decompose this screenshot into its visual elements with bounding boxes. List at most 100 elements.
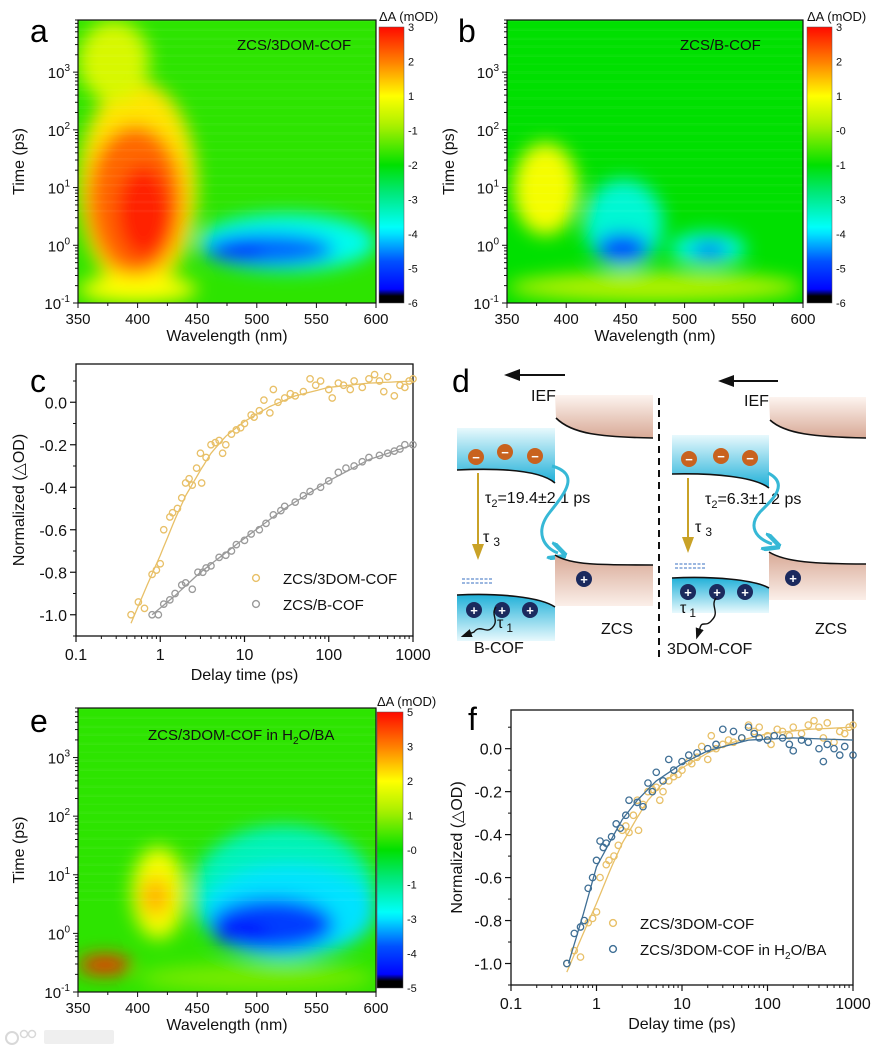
data-point bbox=[570, 929, 579, 938]
zcs-conduction-band bbox=[769, 397, 866, 438]
data-point bbox=[664, 755, 673, 764]
data-point bbox=[763, 736, 772, 744]
data-point bbox=[409, 440, 417, 449]
colorbar-tick-label: -4 bbox=[836, 229, 846, 241]
panel-f-kinetics-chart: 0.1 1 10 100 1000 0.0 -0.2 -0.4 -0.6 -0.8 -1.0 Dela… bbox=[449, 709, 871, 1033]
electron-sign: − bbox=[746, 451, 754, 466]
data-point bbox=[835, 751, 844, 759]
x-tick-label: 10 bbox=[236, 647, 254, 664]
data-point bbox=[639, 802, 647, 811]
y-tick-label: 101 bbox=[477, 179, 500, 198]
data-point bbox=[383, 449, 392, 458]
data-point bbox=[350, 377, 358, 385]
y-tick-label: -1.0 bbox=[39, 608, 67, 625]
y-tick-base: 10 bbox=[477, 65, 494, 82]
colorbar bbox=[378, 26, 405, 304]
x-tick-label: 1000 bbox=[835, 996, 871, 1013]
data-point bbox=[693, 749, 701, 757]
data-point bbox=[247, 530, 256, 538]
data-point bbox=[227, 547, 236, 555]
y-tick-base: 10 bbox=[48, 868, 65, 885]
hole-sign: + bbox=[580, 572, 588, 587]
x-axis-title: Wavelength (nm) bbox=[594, 328, 715, 345]
y-tick-label: 103 bbox=[48, 63, 71, 82]
data-point bbox=[580, 916, 589, 925]
y-tick-exponent: -1 bbox=[490, 294, 499, 305]
legend-label: ZCS/3DOM-COF bbox=[283, 571, 397, 588]
data-point bbox=[316, 483, 325, 492]
colorbar-tick-label: 2 bbox=[836, 57, 842, 69]
data-point bbox=[804, 721, 813, 729]
data-point bbox=[400, 440, 409, 449]
data-point bbox=[207, 440, 215, 449]
b-cof-label: B-COF bbox=[474, 640, 524, 657]
data-point bbox=[819, 734, 828, 742]
hole-sign: + bbox=[789, 571, 797, 586]
data-point bbox=[584, 884, 593, 893]
data-point bbox=[648, 785, 657, 794]
heatmap-area bbox=[507, 20, 803, 303]
legend-marker bbox=[608, 918, 618, 928]
colorbar-tick-label: -3 bbox=[407, 914, 417, 926]
electron-sign: − bbox=[531, 449, 539, 464]
y-tick-label: 103 bbox=[477, 63, 500, 82]
y-tick-label: 101 bbox=[48, 866, 71, 885]
data-point bbox=[797, 736, 806, 744]
electron: − bbox=[497, 444, 513, 460]
data-point bbox=[342, 464, 350, 472]
data-point bbox=[588, 873, 597, 882]
data-point bbox=[755, 723, 764, 732]
data-point bbox=[396, 445, 404, 453]
hole: + bbox=[522, 602, 538, 618]
data-point bbox=[221, 440, 230, 449]
data-point bbox=[276, 506, 285, 515]
colorbar-tick-label: -3 bbox=[408, 195, 418, 207]
data-point bbox=[173, 504, 182, 513]
x-tick-label: 400 bbox=[125, 1000, 150, 1017]
data-point bbox=[687, 759, 696, 768]
data-point bbox=[255, 525, 264, 534]
y-tick-label: -0.4 bbox=[39, 480, 67, 497]
data-point bbox=[291, 498, 300, 506]
data-point bbox=[140, 604, 149, 613]
data-point bbox=[299, 387, 308, 396]
x-tick-label: 450 bbox=[185, 1000, 210, 1017]
hole: + bbox=[680, 584, 696, 600]
electron-sign: − bbox=[717, 449, 725, 464]
y-tick-exponent: -1 bbox=[61, 983, 70, 994]
data-point bbox=[815, 744, 823, 753]
legend-marker bbox=[251, 599, 261, 609]
x-tick-label: 500 bbox=[672, 311, 697, 328]
panel-e-heatmap: 350 400 450 500 550 60010-1100101102103Wavele… bbox=[11, 694, 436, 1034]
colorbar-tick-label: -5 bbox=[407, 983, 417, 995]
y-tick-base: 10 bbox=[477, 238, 494, 255]
hole: + bbox=[576, 571, 592, 587]
colorbar-tick-label: -5 bbox=[836, 264, 846, 276]
colorbar-tick-label: 3 bbox=[408, 22, 414, 34]
data-point bbox=[684, 751, 693, 759]
data-point bbox=[718, 725, 727, 734]
heatmap-feature bbox=[215, 240, 263, 263]
panel-b-heatmap: 350 400 450 500 550 60010-1100101102103Wavele… bbox=[441, 9, 866, 345]
data-point bbox=[750, 727, 759, 736]
y-tick-label: 10-1 bbox=[473, 294, 499, 313]
x-tick-label: 600 bbox=[363, 311, 388, 328]
data-point bbox=[629, 811, 638, 820]
data-point bbox=[383, 372, 392, 381]
data-point bbox=[744, 723, 753, 732]
data-point bbox=[576, 953, 585, 961]
electron: − bbox=[713, 448, 729, 464]
recombination-arrow-icon bbox=[695, 597, 717, 640]
data-point bbox=[703, 744, 712, 753]
data-point bbox=[370, 370, 379, 379]
panel-letter-f: f bbox=[468, 701, 477, 737]
data-point bbox=[804, 738, 813, 747]
data-point bbox=[324, 385, 333, 394]
legend-subscript: 2 bbox=[785, 951, 791, 962]
data-point bbox=[789, 723, 798, 732]
fit-line bbox=[151, 444, 414, 616]
3dom-cof-label: 3DOM-COF bbox=[667, 641, 753, 658]
